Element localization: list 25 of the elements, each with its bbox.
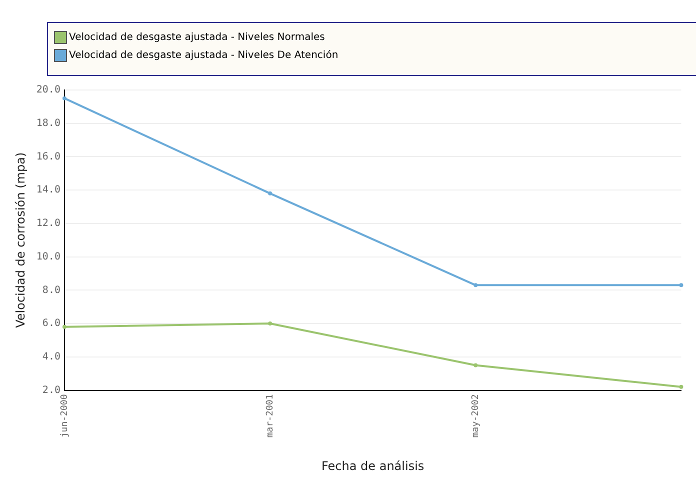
y-tick-label: 16.0 — [36, 151, 60, 162]
y-axis-title: Velocidad de corrosión (mpa) — [13, 152, 28, 328]
legend-label: Velocidad de desgaste ajustada - Niveles Normales — [69, 32, 325, 42]
y-tick-label: 10.0 — [36, 251, 60, 262]
y-tick-label: 14.0 — [36, 184, 60, 196]
point — [62, 96, 66, 100]
y-tick-label: 12.0 — [36, 218, 60, 230]
y-tick-label: 8.0 — [42, 284, 60, 296]
point — [268, 191, 272, 196]
x-tick-label: mar-2001 — [265, 394, 276, 438]
x-tick-label: may-2002 — [470, 394, 481, 438]
y-tick-label: 6.0 — [42, 318, 60, 330]
point — [679, 384, 684, 389]
x-tick-label: jun-2000 — [60, 394, 70, 438]
point — [62, 324, 66, 329]
point — [679, 283, 684, 288]
point — [474, 363, 478, 368]
point — [268, 322, 272, 326]
x-axis-title: Fecha de análisis — [322, 458, 424, 473]
y-tick-label: 4.0 — [42, 351, 60, 362]
y-tick-label: 18.0 — [36, 118, 60, 129]
y-tick-label: 2.0 — [42, 384, 60, 396]
y-tick-label: 20.0 — [36, 84, 60, 96]
point — [474, 283, 478, 288]
legend-label: Velocidad de desgaste ajustada - Niveles De Atención — [69, 50, 338, 60]
